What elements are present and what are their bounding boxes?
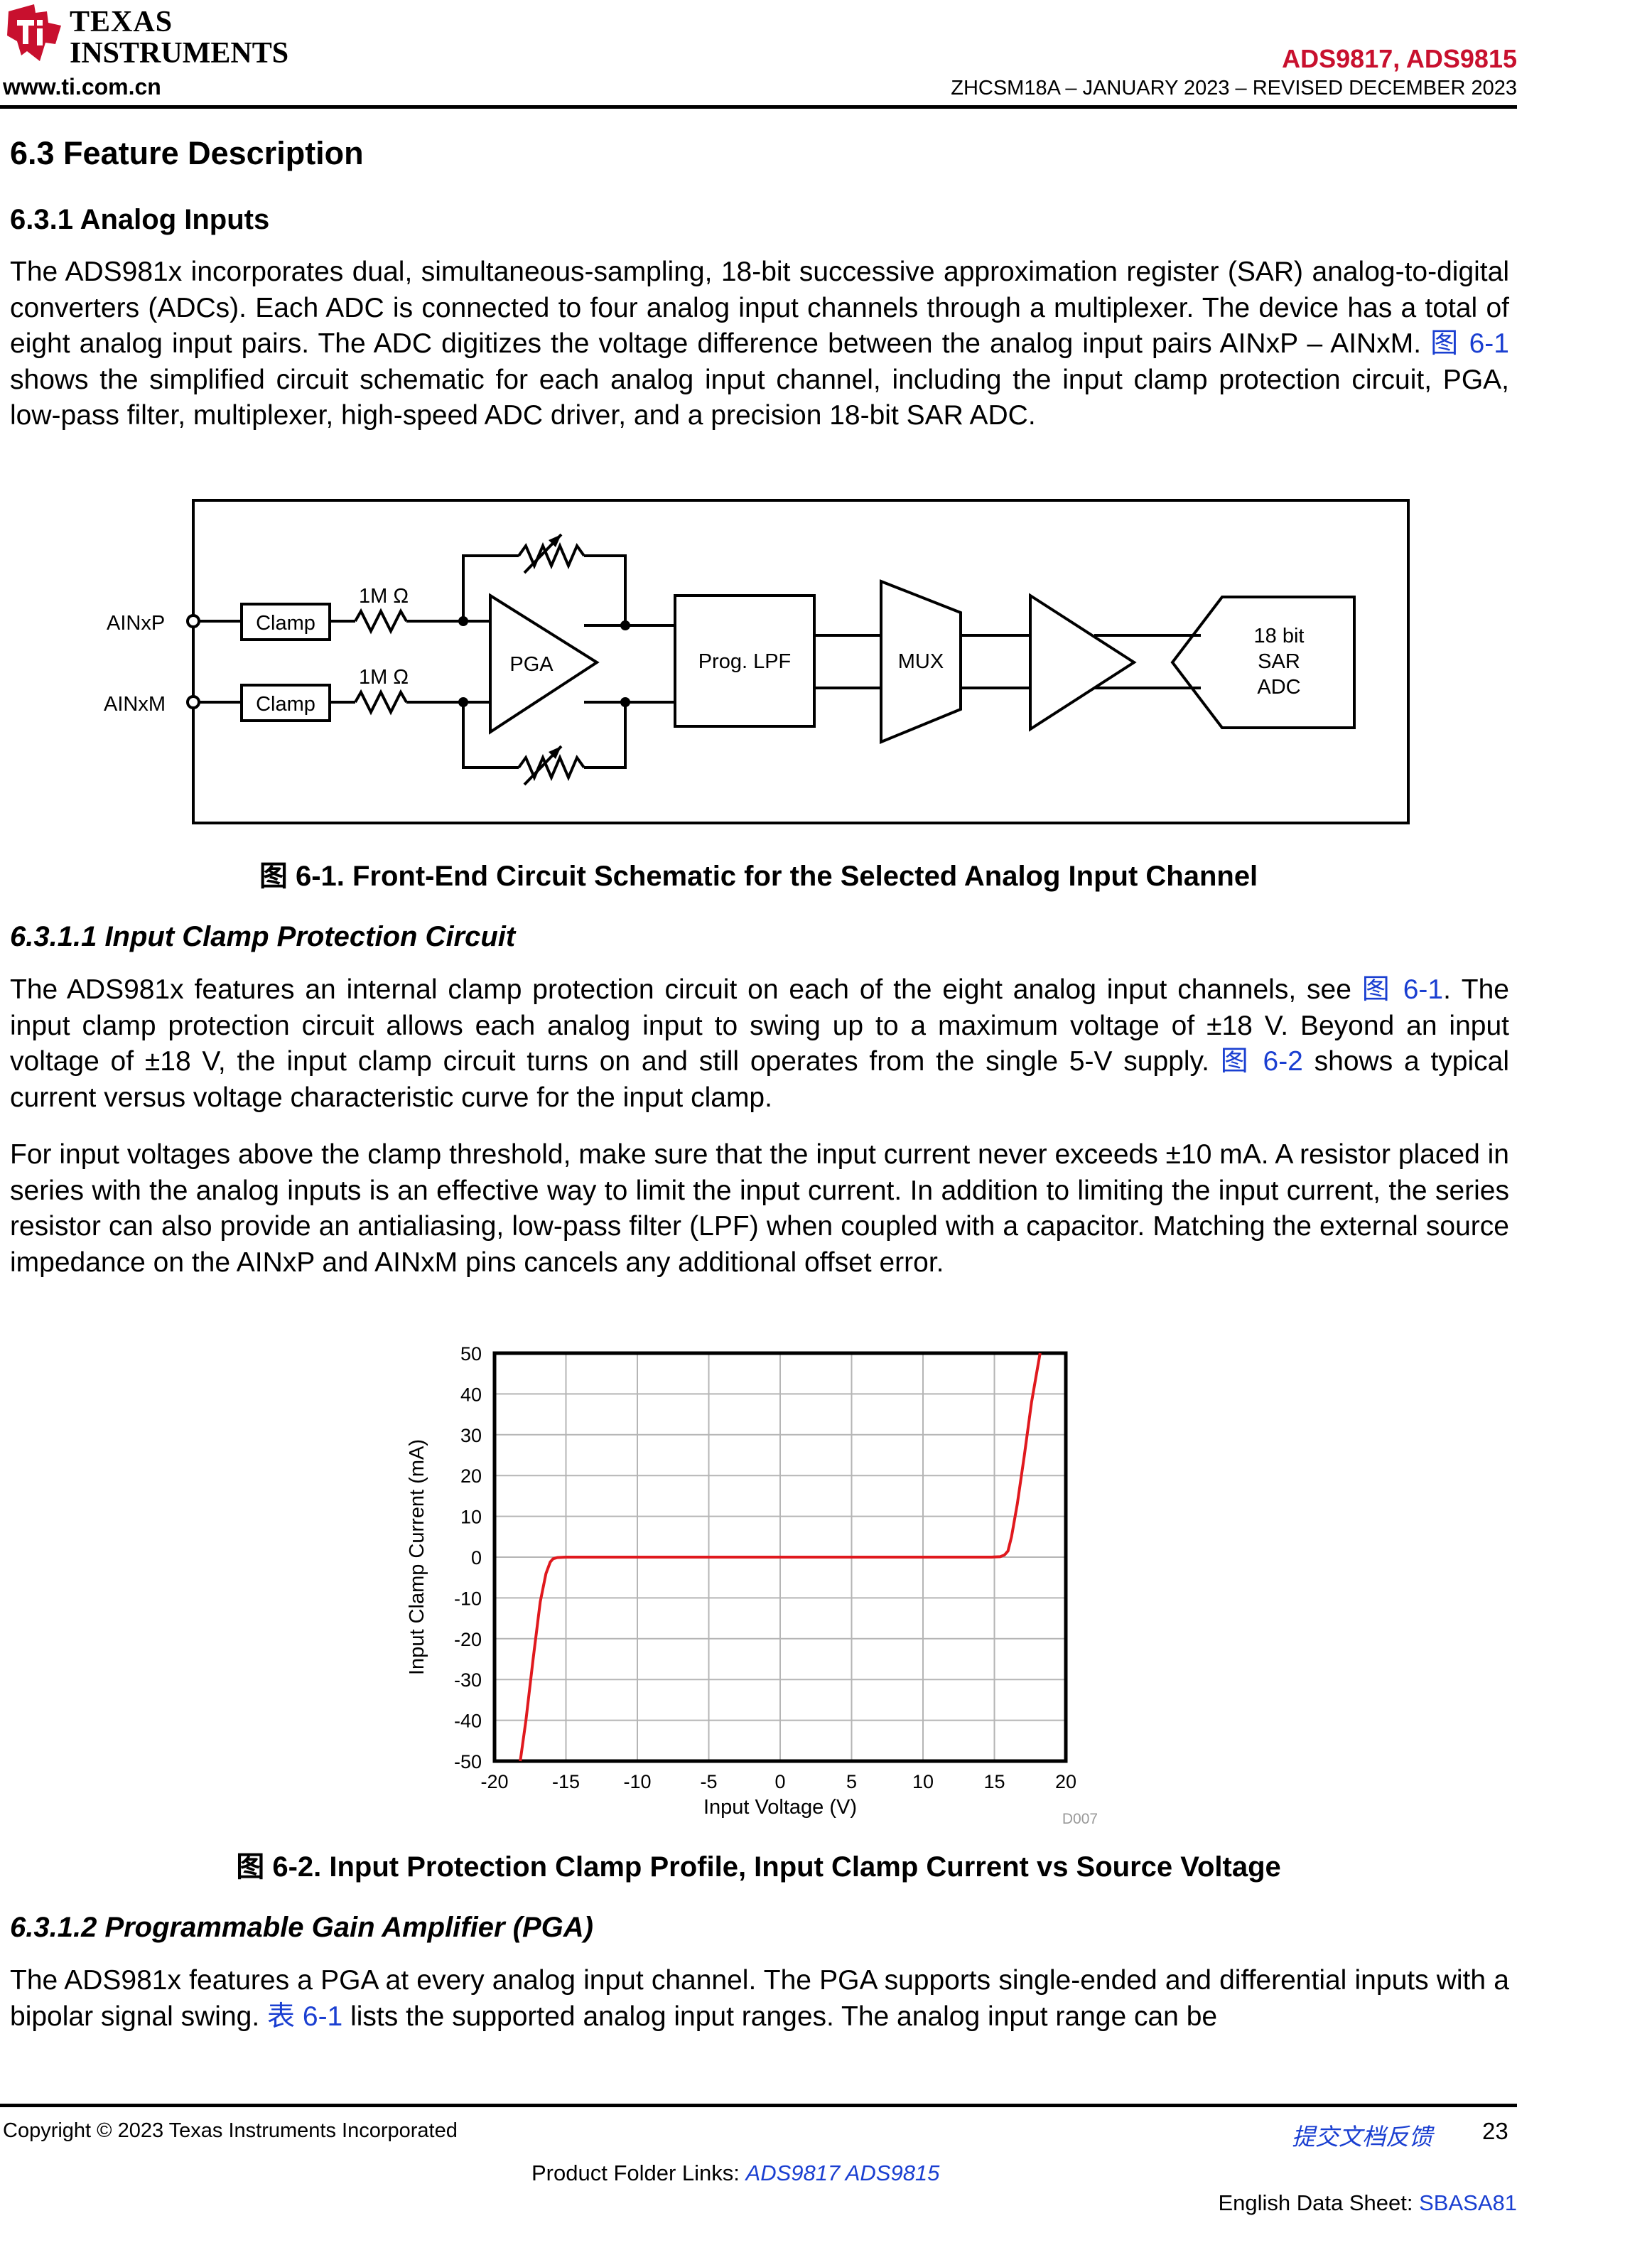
datasheet-label: English Data Sheet: — [1218, 2190, 1413, 2215]
footer-rule — [0, 2104, 1517, 2107]
ainxm-label: AINxM — [104, 693, 166, 716]
doc-id: ZHCSM18A – JANUARY 2023 – REVISED DECEMB… — [951, 77, 1517, 99]
section-6-3-1-heading: 6.3.1 Analog Inputs — [10, 204, 270, 235]
ti-logo-icon — [7, 4, 61, 61]
x-tick-label: 10 — [912, 1771, 934, 1792]
y-tick-label: -30 — [454, 1669, 482, 1691]
sar-adc-block — [1170, 596, 1356, 729]
figure-6-1-link[interactable]: 图 6-1 — [1430, 328, 1509, 359]
feedback-resistor-top — [517, 542, 585, 570]
figure-6-1-caption: 图 6-1. Front-End Circuit Schematic for t… — [0, 853, 1517, 894]
front-end-schematic: AINxP AINxM Clamp Clamp 1M Ω 1M Ω PGA Pr… — [104, 499, 1410, 824]
caption-prefix: 图 — [259, 861, 288, 892]
header-rule — [0, 105, 1517, 109]
adc-label-line1: 18 bit — [1254, 625, 1305, 647]
resistor-m-label: 1M Ω — [359, 666, 409, 689]
figure-6-2-caption: 图 6-2. Input Protection Clamp Profile, I… — [0, 1844, 1517, 1885]
series-line-clamp-current — [519, 1352, 1042, 1762]
clamp-m-label: Clamp — [256, 693, 315, 716]
website-link[interactable]: www.ti.com.cn — [3, 74, 161, 99]
pga-amplifier — [489, 593, 600, 735]
resistor-p — [354, 608, 408, 635]
resistor-m — [354, 689, 408, 716]
y-tick-label: 40 — [460, 1384, 482, 1405]
paragraph-text: shows the simplified circuit schematic f… — [10, 364, 1509, 431]
y-tick-label: -20 — [454, 1629, 482, 1650]
x-tick-label: 15 — [983, 1771, 1005, 1792]
x-tick-label: -20 — [480, 1771, 508, 1792]
adc-label-line2: SAR — [1258, 650, 1300, 673]
feedback-resistor-bottom — [517, 753, 585, 782]
section-6-3-heading: 6.3 Feature Description — [10, 135, 364, 171]
section-6-3-1-1-heading: 6.3.1.1 Input Clamp Protection Circuit — [10, 921, 516, 952]
schematic-frame — [192, 499, 1410, 824]
x-tick-label: -10 — [623, 1771, 651, 1792]
paragraph-text: . The input clamp protection circuit all… — [10, 974, 1509, 1077]
paragraph-text: lists the supported analog input ranges.… — [350, 2001, 1218, 2032]
x-tick-label: 5 — [846, 1771, 857, 1792]
clamp-p-label: Clamp — [256, 612, 315, 635]
lpf-box — [674, 594, 816, 728]
table-6-1-link[interactable]: 表 6-1 — [267, 2001, 343, 2032]
product-folder-link[interactable]: ADS9817 ADS9815 — [745, 2161, 940, 2185]
y-tick-label: 20 — [460, 1465, 482, 1487]
clamp-limit-paragraph: For input voltages above the clamp thres… — [10, 1139, 1509, 1278]
section-6-3-1-2-heading: 6.3.1.2 Programmable Gain Amplifier (PGA… — [10, 1912, 593, 1943]
caption-prefix: 图 — [236, 1851, 265, 1883]
y-tick-label: 30 — [460, 1425, 482, 1446]
ainxp-label: AINxP — [107, 612, 165, 635]
y-tick-label: -40 — [454, 1711, 482, 1732]
x-axis-label: Input Voltage (V) — [703, 1796, 857, 1819]
adc-label-line3: ADC — [1257, 676, 1300, 699]
y-tick-label: 10 — [460, 1507, 482, 1528]
mux-block — [880, 579, 962, 744]
ainxp-pin — [186, 614, 200, 628]
ainxm-pin — [186, 695, 200, 709]
datasheet-link[interactable]: SBASA81 — [1419, 2190, 1517, 2215]
analog-inputs-paragraph: The ADS981x incorporates dual, simultane… — [10, 254, 1509, 434]
product-folder-links: Product Folder Links: ADS9817 ADS9815 — [531, 2161, 939, 2186]
folder-label: Product Folder Links: — [531, 2161, 740, 2185]
x-tick-label: -5 — [700, 1771, 717, 1792]
pga-paragraph: The ADS981x features a PGA at every anal… — [10, 1963, 1509, 2035]
x-tick-label: 0 — [774, 1771, 785, 1792]
figure-tag: D007 — [1062, 1811, 1098, 1827]
copyright: Copyright © 2023 Texas Instruments Incor… — [3, 2119, 458, 2142]
x-tick-label: -15 — [552, 1771, 580, 1792]
figure-6-2-link[interactable]: 图 6-2 — [1220, 1046, 1303, 1077]
mux-label: MUX — [898, 650, 944, 673]
y-tick-label: 0 — [471, 1547, 482, 1568]
logo-line1: TEXAS — [70, 6, 173, 38]
x-tick-label: 20 — [1055, 1771, 1076, 1792]
figure-6-1-link[interactable]: 图 6-1 — [1361, 974, 1444, 1005]
lpf-label: Prog. LPF — [698, 650, 792, 673]
clamp-paragraph: The ADS981x features an internal clamp p… — [10, 972, 1509, 1116]
plot-frame — [492, 1351, 1068, 1763]
feedback-link[interactable]: 提交文档反馈 — [1292, 2123, 1432, 2151]
doc-title: ADS9817, ADS9815 — [1282, 44, 1517, 73]
paragraph-text: The ADS981x incorporates dual, simultane… — [10, 257, 1509, 359]
page-number: 23 — [1482, 2118, 1508, 2144]
paragraph-text: The ADS981x features an internal clamp p… — [10, 974, 1351, 1005]
paragraph-text: The ADS981x features a PGA at every anal… — [10, 1965, 1509, 2032]
y-tick-label: 50 — [460, 1343, 482, 1365]
caption-text: 6-1. Front-End Circuit Schematic for the… — [295, 861, 1258, 892]
english-datasheet: English Data Sheet: SBASA81 — [1218, 2190, 1517, 2216]
logo-line2: INSTRUMENTS — [70, 37, 289, 70]
resistor-p-label: 1M Ω — [359, 585, 409, 608]
pga-label: PGA — [509, 653, 554, 676]
y-axis-label: Input Clamp Current (mA) — [406, 1439, 428, 1675]
caption-text: 6-2. Input Protection Clamp Profile, Inp… — [272, 1851, 1281, 1883]
paragraph-text: shows a typical current versus voltage c… — [10, 1046, 1509, 1113]
y-tick-label: -10 — [454, 1588, 482, 1609]
adc-driver — [1029, 593, 1137, 732]
y-tick-label: -50 — [454, 1751, 482, 1772]
